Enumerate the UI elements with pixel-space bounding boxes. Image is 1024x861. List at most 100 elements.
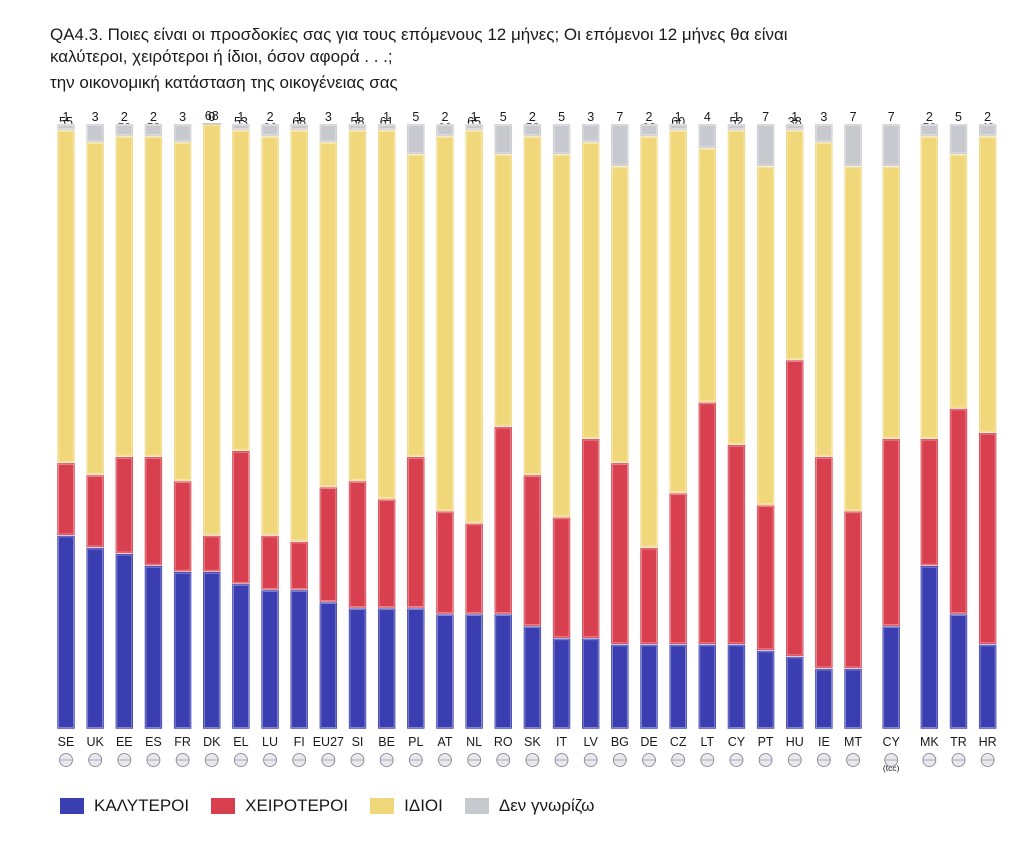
bar-frame-same-10 <box>349 131 366 480</box>
tick-label-18: LV <box>584 735 599 749</box>
tick-label-27: MT <box>844 735 862 749</box>
bar-better-dk-5 <box>202 571 222 730</box>
bar-frame-better-7 <box>262 590 278 728</box>
bar-frame-worse-14 <box>466 524 483 613</box>
bar-worse-ie-26 <box>814 456 834 669</box>
bar-frame-worse-10 <box>349 482 366 607</box>
bar-frame-worse-25 <box>786 361 803 656</box>
label-dk-21: 1 <box>675 110 682 124</box>
bar-same-dk-5 <box>202 123 222 536</box>
flag-icon-ee <box>117 753 132 767</box>
label-dk-13: 2 <box>441 110 448 124</box>
tick-label-11: BE <box>378 735 395 749</box>
bar-frame-same-16 <box>524 137 541 474</box>
legend-swatch-same <box>370 798 395 814</box>
bar-better-tr-30 <box>949 613 968 730</box>
flag-icon-tr <box>951 753 966 767</box>
bar-frame-worse-17 <box>553 518 570 638</box>
bar-frame-worse-23 <box>728 445 745 644</box>
tick-label-7: LU <box>262 735 278 749</box>
bar-worse-lv-18 <box>581 438 601 639</box>
chart-title: QA4.3. Ποιες είναι οι προσδοκίες σας για… <box>50 24 788 68</box>
bar-better-ee-2 <box>115 553 134 730</box>
flag-icon-ie <box>817 753 831 767</box>
label-dk-22: 4 <box>704 110 711 124</box>
flag-icon-it <box>554 753 569 767</box>
flag-icon-ro <box>496 753 511 767</box>
label-dk-5: 0 <box>208 110 215 124</box>
bar-frame-dk-14 <box>466 125 483 129</box>
bar-worse-be-11 <box>377 498 396 609</box>
label-dk-11: 1 <box>383 110 390 124</box>
bar-frame-dk-6 <box>232 125 249 129</box>
bar-frame-same-0 <box>58 131 74 462</box>
bar-better-de-20 <box>639 643 659 730</box>
tick-label-1: UK <box>86 735 104 749</box>
label-dk-29: 2 <box>926 110 933 124</box>
label-dk-31: 2 <box>984 110 991 124</box>
bar-better-eu27-9 <box>319 601 338 730</box>
bar-frame-dk-13 <box>437 125 453 136</box>
bar-frame-worse-13 <box>437 512 453 613</box>
label-dk-12: 5 <box>412 110 419 124</box>
bar-dk-hr-31 <box>978 123 997 137</box>
tick-label-13: AT <box>437 735 452 749</box>
bar-frame-same-3 <box>145 137 162 456</box>
label-dk-1: 3 <box>92 110 99 124</box>
bar-frame-dk-11 <box>378 125 395 129</box>
bar-better-hu-25 <box>785 656 805 730</box>
bar-worse-fi-8 <box>289 541 309 591</box>
bar-frame-same-31 <box>979 137 996 432</box>
bar-frame-dk-4 <box>174 125 191 142</box>
bar-frame-same-14 <box>466 131 483 523</box>
bar-worse-lu-7 <box>260 535 280 591</box>
bar-frame-better-12 <box>407 609 424 728</box>
label-dk-20: 2 <box>646 110 653 124</box>
chart-legend: ΚΑΛΥΤΕΡΟΙ ΧΕΙΡΟΤΕΡΟΙ ΙΔΙΟΙ Δεν γνωρίζω <box>60 796 616 816</box>
label-dk-14: 1 <box>471 110 478 124</box>
tick-label-5: DK <box>203 735 221 749</box>
bar-frame-same-18 <box>582 143 599 438</box>
bar-same-ro-15 <box>493 153 513 427</box>
legend-label-worse: ΧΕΙΡΟΤΕΡΟΙ <box>245 796 349 815</box>
bar-frame-worse-8 <box>291 542 308 589</box>
label-same-5: 68 <box>205 109 219 123</box>
flag-icon-pl <box>408 753 423 767</box>
bar-frame-worse-31 <box>979 433 996 644</box>
bar-frame-same-30 <box>950 155 967 408</box>
bar-frame-dk-25 <box>786 125 803 129</box>
bar-better-pt-24 <box>756 650 775 730</box>
label-dk-24: 7 <box>762 110 769 124</box>
bar-frame-same-1 <box>87 143 104 474</box>
bar-same-cy-28 <box>881 166 901 439</box>
legend-swatch-better <box>60 798 84 814</box>
tick-label-0: SE <box>58 735 75 749</box>
label-dk-26: 3 <box>820 110 827 124</box>
tick-label-20: DE <box>640 735 657 749</box>
label-dk-17: 5 <box>558 110 565 124</box>
bar-frame-better-13 <box>437 615 453 728</box>
bar-dk-uk-1 <box>85 123 105 143</box>
bar-same-tr-30 <box>949 153 968 409</box>
bar-same-lu-7 <box>260 135 280 536</box>
bar-frame-better-29 <box>921 566 938 728</box>
bar-frame-same-7 <box>262 137 278 535</box>
bar-worse-dk-5 <box>202 535 222 573</box>
bar-frame-better-10 <box>349 609 366 728</box>
flag-icon-fi <box>292 753 307 767</box>
bar-frame-better-30 <box>950 615 967 728</box>
bar-worse-el-6 <box>231 450 251 585</box>
bar-dk-si-10 <box>348 123 367 131</box>
bar-frame-same-28 <box>883 167 900 438</box>
bar-frame-better-16 <box>524 627 541 728</box>
bar-frame-better-6 <box>232 584 249 728</box>
flag-icon-dk <box>204 753 219 767</box>
tick-label-10: SI <box>352 735 364 749</box>
stacked-bar-chart: 3212551SE3012553UK2916532EE2718532ES2615… <box>56 109 997 773</box>
bar-worse-bg-19 <box>610 462 630 645</box>
label-dk-16: 2 <box>529 110 536 124</box>
flag-icon-be <box>379 753 394 767</box>
bar-frame-worse-9 <box>320 488 337 601</box>
bar-frame-worse-28 <box>883 439 900 626</box>
bar-better-uk-1 <box>85 547 105 730</box>
